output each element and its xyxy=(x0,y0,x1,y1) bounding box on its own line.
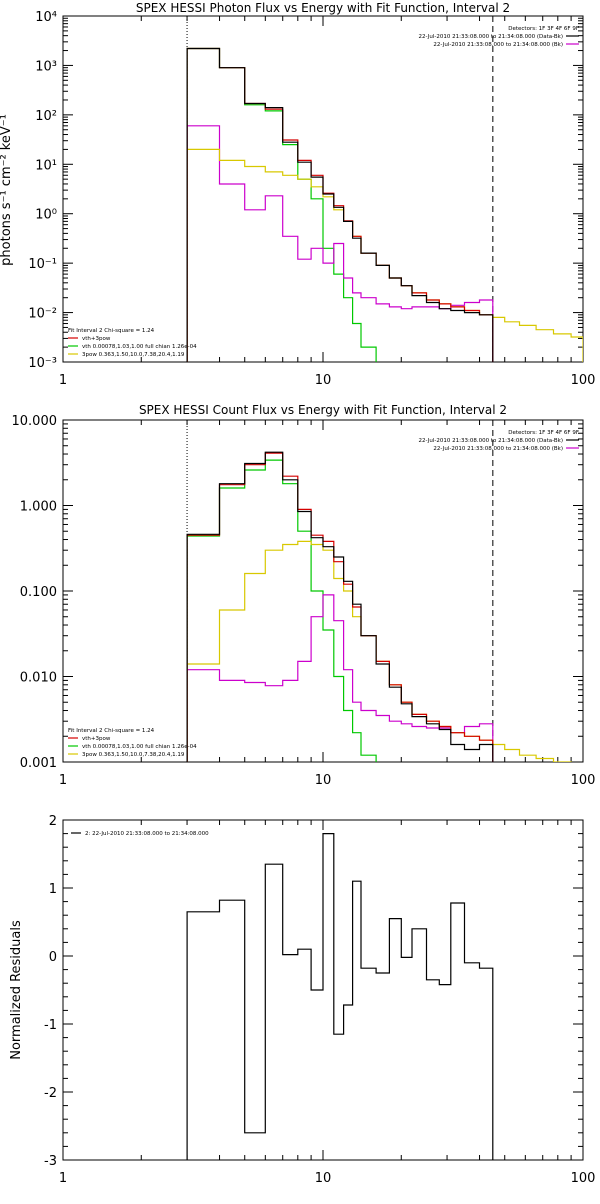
legend-entry-label: Fit Interval 2 Chi-square = 1.24 xyxy=(68,728,155,734)
legend-entry-label: 2: 22-Jul-2010 21:33:08.000 to 21:34:08.… xyxy=(85,831,209,837)
y-tick-label: 10.000 xyxy=(12,414,58,429)
y-tick-label: 10⁻³ xyxy=(28,356,57,371)
y-tick-label: 10³ xyxy=(35,59,57,74)
x-tick-label: 1 xyxy=(59,773,67,788)
y-tick-label: -3 xyxy=(44,1154,57,1169)
legend-entry-label: Fit Interval 2 Chi-square = 1.24 xyxy=(68,328,155,334)
legend-entry-label: 22-Jul-2010 21:33:08.000 to 21:34:08.000… xyxy=(419,34,564,40)
series-line-1 xyxy=(186,833,494,1160)
x-tick-label: 100 xyxy=(571,773,596,788)
legend-entry-label: 3pow 0.363,1.50,10.0,7.38,20.4,1.19 xyxy=(82,352,185,358)
y-tick-label: 10⁻¹ xyxy=(28,257,57,272)
y-tick-label: 1.000 xyxy=(20,500,57,515)
y-tick-label: 0 xyxy=(49,950,57,965)
legend-entry-label: 22-Jul-2010 21:33:08.000 to 21:34:08.000… xyxy=(419,438,564,444)
y-tick-label: 10² xyxy=(35,109,57,124)
legend-entry-label: vth+3pow xyxy=(82,336,111,342)
y-tick-label: 0.001 xyxy=(20,756,57,771)
legend-entry-label: Detectors: 1F 3F 4F 6F 9F xyxy=(508,26,579,32)
x-tick-label: 1 xyxy=(59,1171,67,1186)
y-tick-label: -2 xyxy=(44,1086,57,1101)
y-tick-label: 10⁰ xyxy=(35,208,57,223)
y-tick-label: 10¹ xyxy=(35,158,57,173)
x-tick-label: 10 xyxy=(315,1171,332,1186)
chart-title: SPEX HESSI Photon Flux vs Energy with Fi… xyxy=(136,1,510,15)
legend-entry-label: 3pow 0.363,1.50,10.0,7.38,20.4,1.19 xyxy=(82,752,185,758)
y-axis-label: photons s⁻¹ cm⁻² keV⁻¹ xyxy=(0,114,14,266)
x-tick-label: 10 xyxy=(315,773,332,788)
x-tick-label: 10 xyxy=(315,373,332,388)
y-axis-label: Normalized Residuals xyxy=(9,920,24,1060)
x-tick-label: 1 xyxy=(59,373,67,388)
x-tick-label: 100 xyxy=(571,1171,596,1186)
series-line-5 xyxy=(186,451,494,762)
chart-panel-1: SPEX HESSI Photon Flux vs Energy with Fi… xyxy=(0,1,595,388)
y-tick-label: 0.010 xyxy=(20,671,57,686)
series-line-4 xyxy=(186,47,494,362)
y-tick-label: 0.100 xyxy=(20,585,57,600)
series-line-4 xyxy=(186,452,494,762)
chart-title: SPEX HESSI Count Flux vs Energy with Fit… xyxy=(139,403,507,417)
y-tick-label: 10⁻² xyxy=(28,307,57,322)
legend-entry-label: vth+3pow xyxy=(82,736,111,742)
y-tick-label: 2 xyxy=(49,814,57,829)
y-tick-label: 1 xyxy=(49,882,57,897)
x-tick-label: 100 xyxy=(571,373,596,388)
legend-entry-label: vth 0.00078,1.03,1.00 full chian 1.26e-0… xyxy=(82,344,197,350)
chart-panel-2: SPEX HESSI Count Flux vs Energy with Fit… xyxy=(12,403,596,788)
legend-entry-label: Detectors: 1F 3F 4F 6F 9F xyxy=(508,430,579,436)
y-tick-label: 10⁴ xyxy=(35,10,57,25)
chart-panel-3: Normalized Residuals 1 10 100 -3 -2 -1 0 1 2 2: 22… xyxy=(9,814,596,1186)
series-line-5 xyxy=(186,47,494,362)
y-tick-label: -1 xyxy=(44,1018,57,1033)
legend-entry-label: 22-Jul-2010 21:33:08.000 to 21:34:08.000… xyxy=(433,446,563,452)
legend-entry-label: 22-Jul-2010 21:33:08.000 to 21:34:08.000… xyxy=(433,42,563,48)
legend-entry-label: vth 0.00078,1.03,1.00 full chian 1.26e-0… xyxy=(82,744,197,750)
